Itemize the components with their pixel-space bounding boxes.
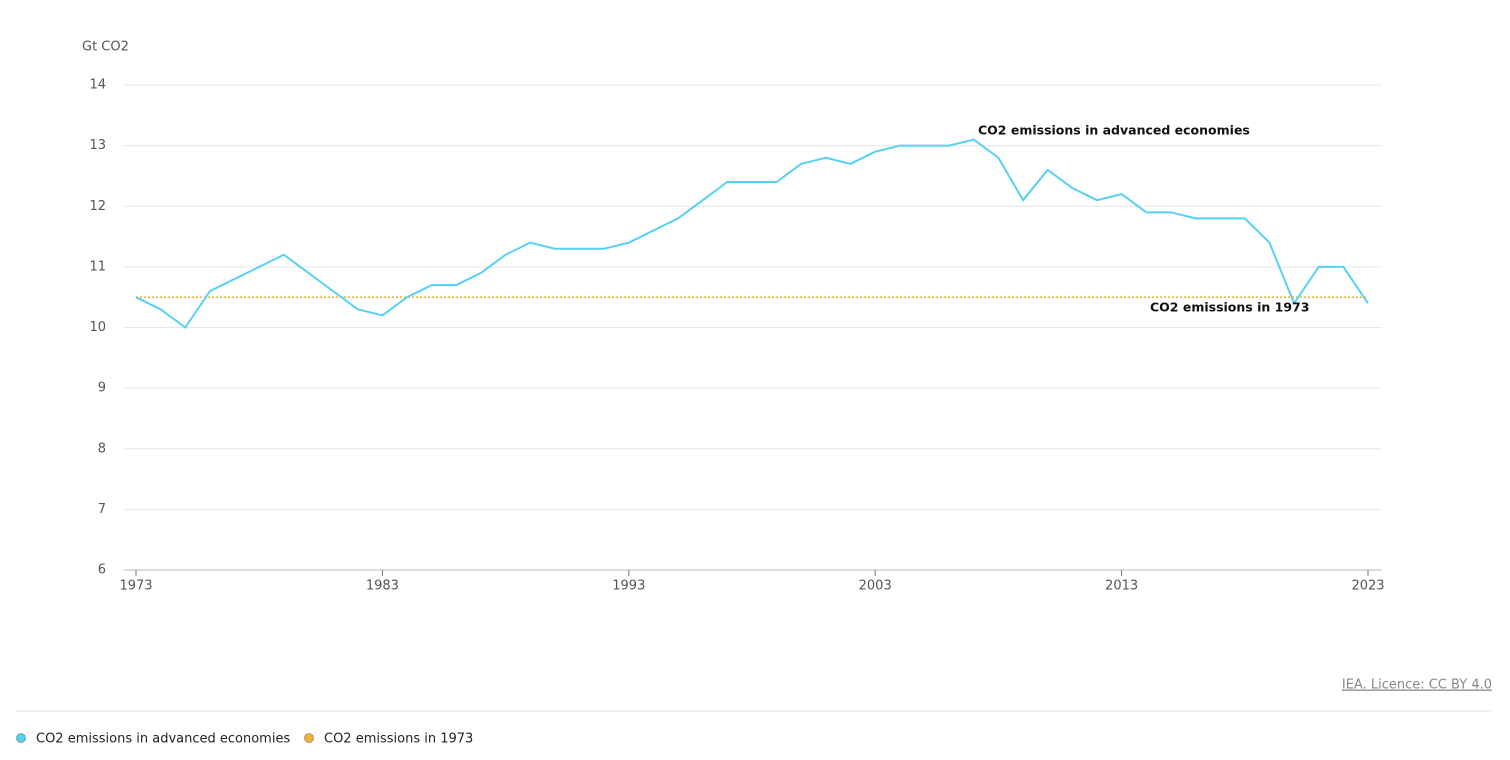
- line-annotation: CO2 emissions in advanced economies: [978, 123, 1250, 138]
- data-line: [135, 138, 1369, 329]
- y-tick-label: 9: [98, 381, 106, 396]
- x-tick-label: 1983: [366, 579, 399, 594]
- legend-swatch: [16, 733, 26, 743]
- y-tick-label: 10: [89, 320, 106, 335]
- legend-label: CO2 emissions in 1973: [324, 732, 473, 747]
- y-tick-label: 12: [89, 199, 106, 214]
- y-axis-label: Gt CO2: [82, 40, 129, 55]
- x-tick-label: 2023: [1351, 579, 1384, 594]
- legend-label: CO2 emissions in advanced economies: [36, 732, 290, 747]
- y-tick-label: 13: [89, 138, 106, 153]
- reference-annotation: CO2 emissions in 1973: [1150, 300, 1309, 315]
- legend-swatch: [304, 733, 314, 743]
- y-tick-label: 11: [89, 259, 106, 274]
- source-link[interactable]: IEA. Licence: CC BY 4.0: [1342, 678, 1492, 693]
- x-tick-label: 1993: [612, 579, 645, 594]
- x-tick-label: 1973: [119, 579, 152, 594]
- y-tick-label: 14: [89, 78, 106, 93]
- x-tick-label: 2003: [859, 579, 892, 594]
- y-tick-label: 8: [98, 441, 106, 456]
- y-tick-label: 7: [98, 502, 106, 517]
- x-tick-label: 2013: [1105, 579, 1138, 594]
- y-tick-label: 6: [98, 563, 106, 578]
